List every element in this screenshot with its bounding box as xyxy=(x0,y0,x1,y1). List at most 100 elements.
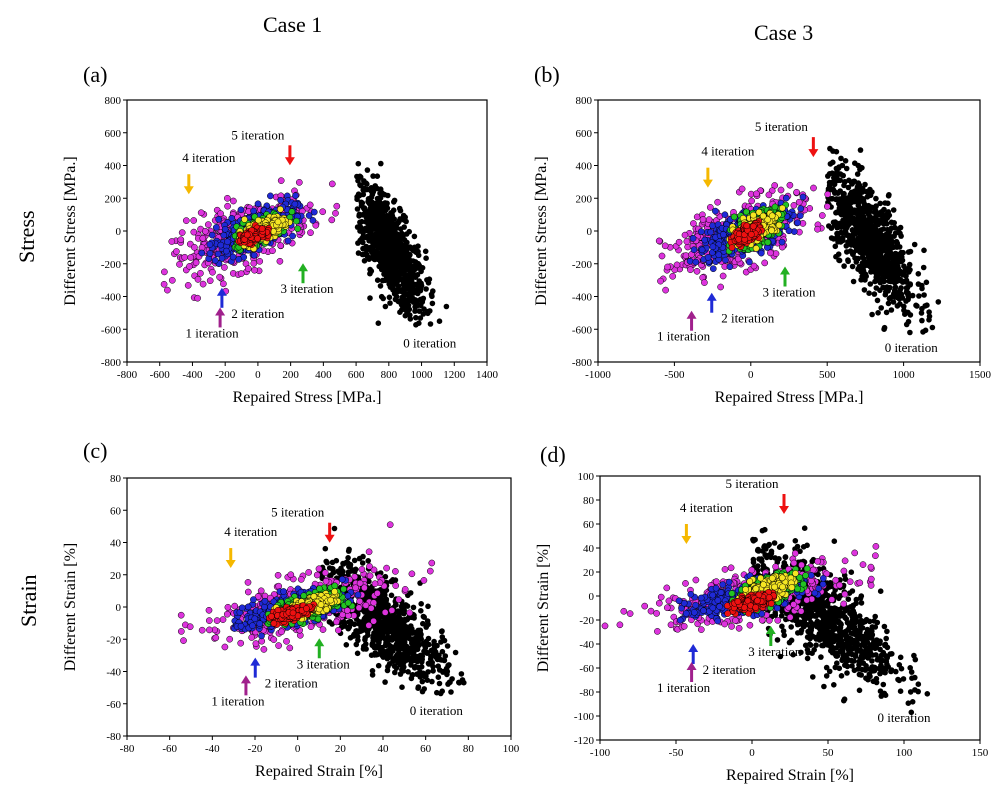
point xyxy=(861,287,868,293)
point xyxy=(364,251,370,258)
point xyxy=(796,212,804,220)
point xyxy=(842,158,849,164)
point xyxy=(907,248,914,255)
point xyxy=(862,259,868,265)
point xyxy=(206,241,214,248)
point xyxy=(689,235,697,242)
point xyxy=(206,277,214,285)
point xyxy=(392,227,398,233)
point xyxy=(410,286,416,293)
point xyxy=(835,224,842,230)
y-tick-label: 0 xyxy=(587,226,593,238)
point xyxy=(814,225,821,233)
point xyxy=(250,260,258,267)
point xyxy=(419,678,426,685)
point xyxy=(173,248,180,255)
point xyxy=(743,222,751,230)
point xyxy=(883,211,890,218)
point xyxy=(856,224,863,231)
point xyxy=(826,223,832,229)
point xyxy=(764,216,772,223)
point xyxy=(191,244,198,251)
point xyxy=(224,194,231,202)
point xyxy=(919,305,925,312)
y-tick-label: -800 xyxy=(572,357,593,369)
point xyxy=(396,250,402,256)
iteration-arrowhead xyxy=(706,292,717,301)
point xyxy=(845,206,851,212)
x-tick-label: 200 xyxy=(282,369,299,381)
point xyxy=(886,192,892,198)
y-tick-label: 400 xyxy=(105,161,122,173)
point xyxy=(267,192,274,200)
point xyxy=(355,240,361,246)
point xyxy=(880,226,887,232)
point xyxy=(926,309,932,315)
point xyxy=(390,233,396,239)
point xyxy=(852,255,858,261)
point xyxy=(837,188,843,194)
plot-panel-2: -1000 -500 0 500 1000 1500-800-600-400-200020… xyxy=(533,95,991,406)
point xyxy=(405,296,412,302)
point xyxy=(892,230,899,236)
point xyxy=(386,237,393,244)
point xyxy=(184,282,192,289)
point xyxy=(164,286,171,294)
point xyxy=(360,187,367,193)
y-tick-label: 200 xyxy=(105,193,122,205)
point xyxy=(294,225,302,233)
scatter-cloud xyxy=(655,145,942,336)
series-5-points xyxy=(727,217,766,251)
point xyxy=(411,233,418,240)
point xyxy=(690,246,698,254)
point xyxy=(411,263,417,270)
point xyxy=(844,232,850,238)
point xyxy=(410,281,416,287)
point xyxy=(832,243,839,250)
point xyxy=(856,212,862,219)
point xyxy=(850,278,857,285)
x-tick-label: 0 xyxy=(255,369,261,381)
point xyxy=(699,216,707,223)
point xyxy=(401,224,408,230)
point xyxy=(241,216,248,223)
point xyxy=(873,285,880,291)
point xyxy=(214,250,222,258)
point xyxy=(209,268,216,276)
point xyxy=(878,305,884,311)
point xyxy=(413,314,419,321)
point xyxy=(909,292,916,299)
point xyxy=(818,212,826,219)
point xyxy=(356,192,363,199)
point xyxy=(420,311,427,317)
point xyxy=(328,216,336,224)
y-tick-label: -600 xyxy=(101,324,122,336)
point xyxy=(873,195,879,202)
point xyxy=(823,203,831,210)
point xyxy=(366,238,372,244)
point xyxy=(417,302,424,309)
point xyxy=(709,222,716,230)
point xyxy=(220,231,228,239)
point xyxy=(393,221,400,228)
point xyxy=(312,221,320,229)
point xyxy=(701,279,708,286)
point xyxy=(224,202,231,210)
point xyxy=(387,217,394,223)
point xyxy=(436,318,443,325)
point xyxy=(371,204,378,210)
point xyxy=(782,194,790,202)
point xyxy=(386,294,393,301)
point xyxy=(371,255,378,261)
x-tick-label: 400 xyxy=(315,369,332,381)
point xyxy=(828,235,835,241)
point xyxy=(871,291,878,297)
point xyxy=(177,236,185,244)
iteration-arrowhead xyxy=(702,179,713,188)
point xyxy=(381,266,388,273)
point xyxy=(916,293,922,299)
point xyxy=(359,200,366,206)
point xyxy=(417,287,424,294)
point xyxy=(276,257,284,265)
point xyxy=(873,213,879,220)
